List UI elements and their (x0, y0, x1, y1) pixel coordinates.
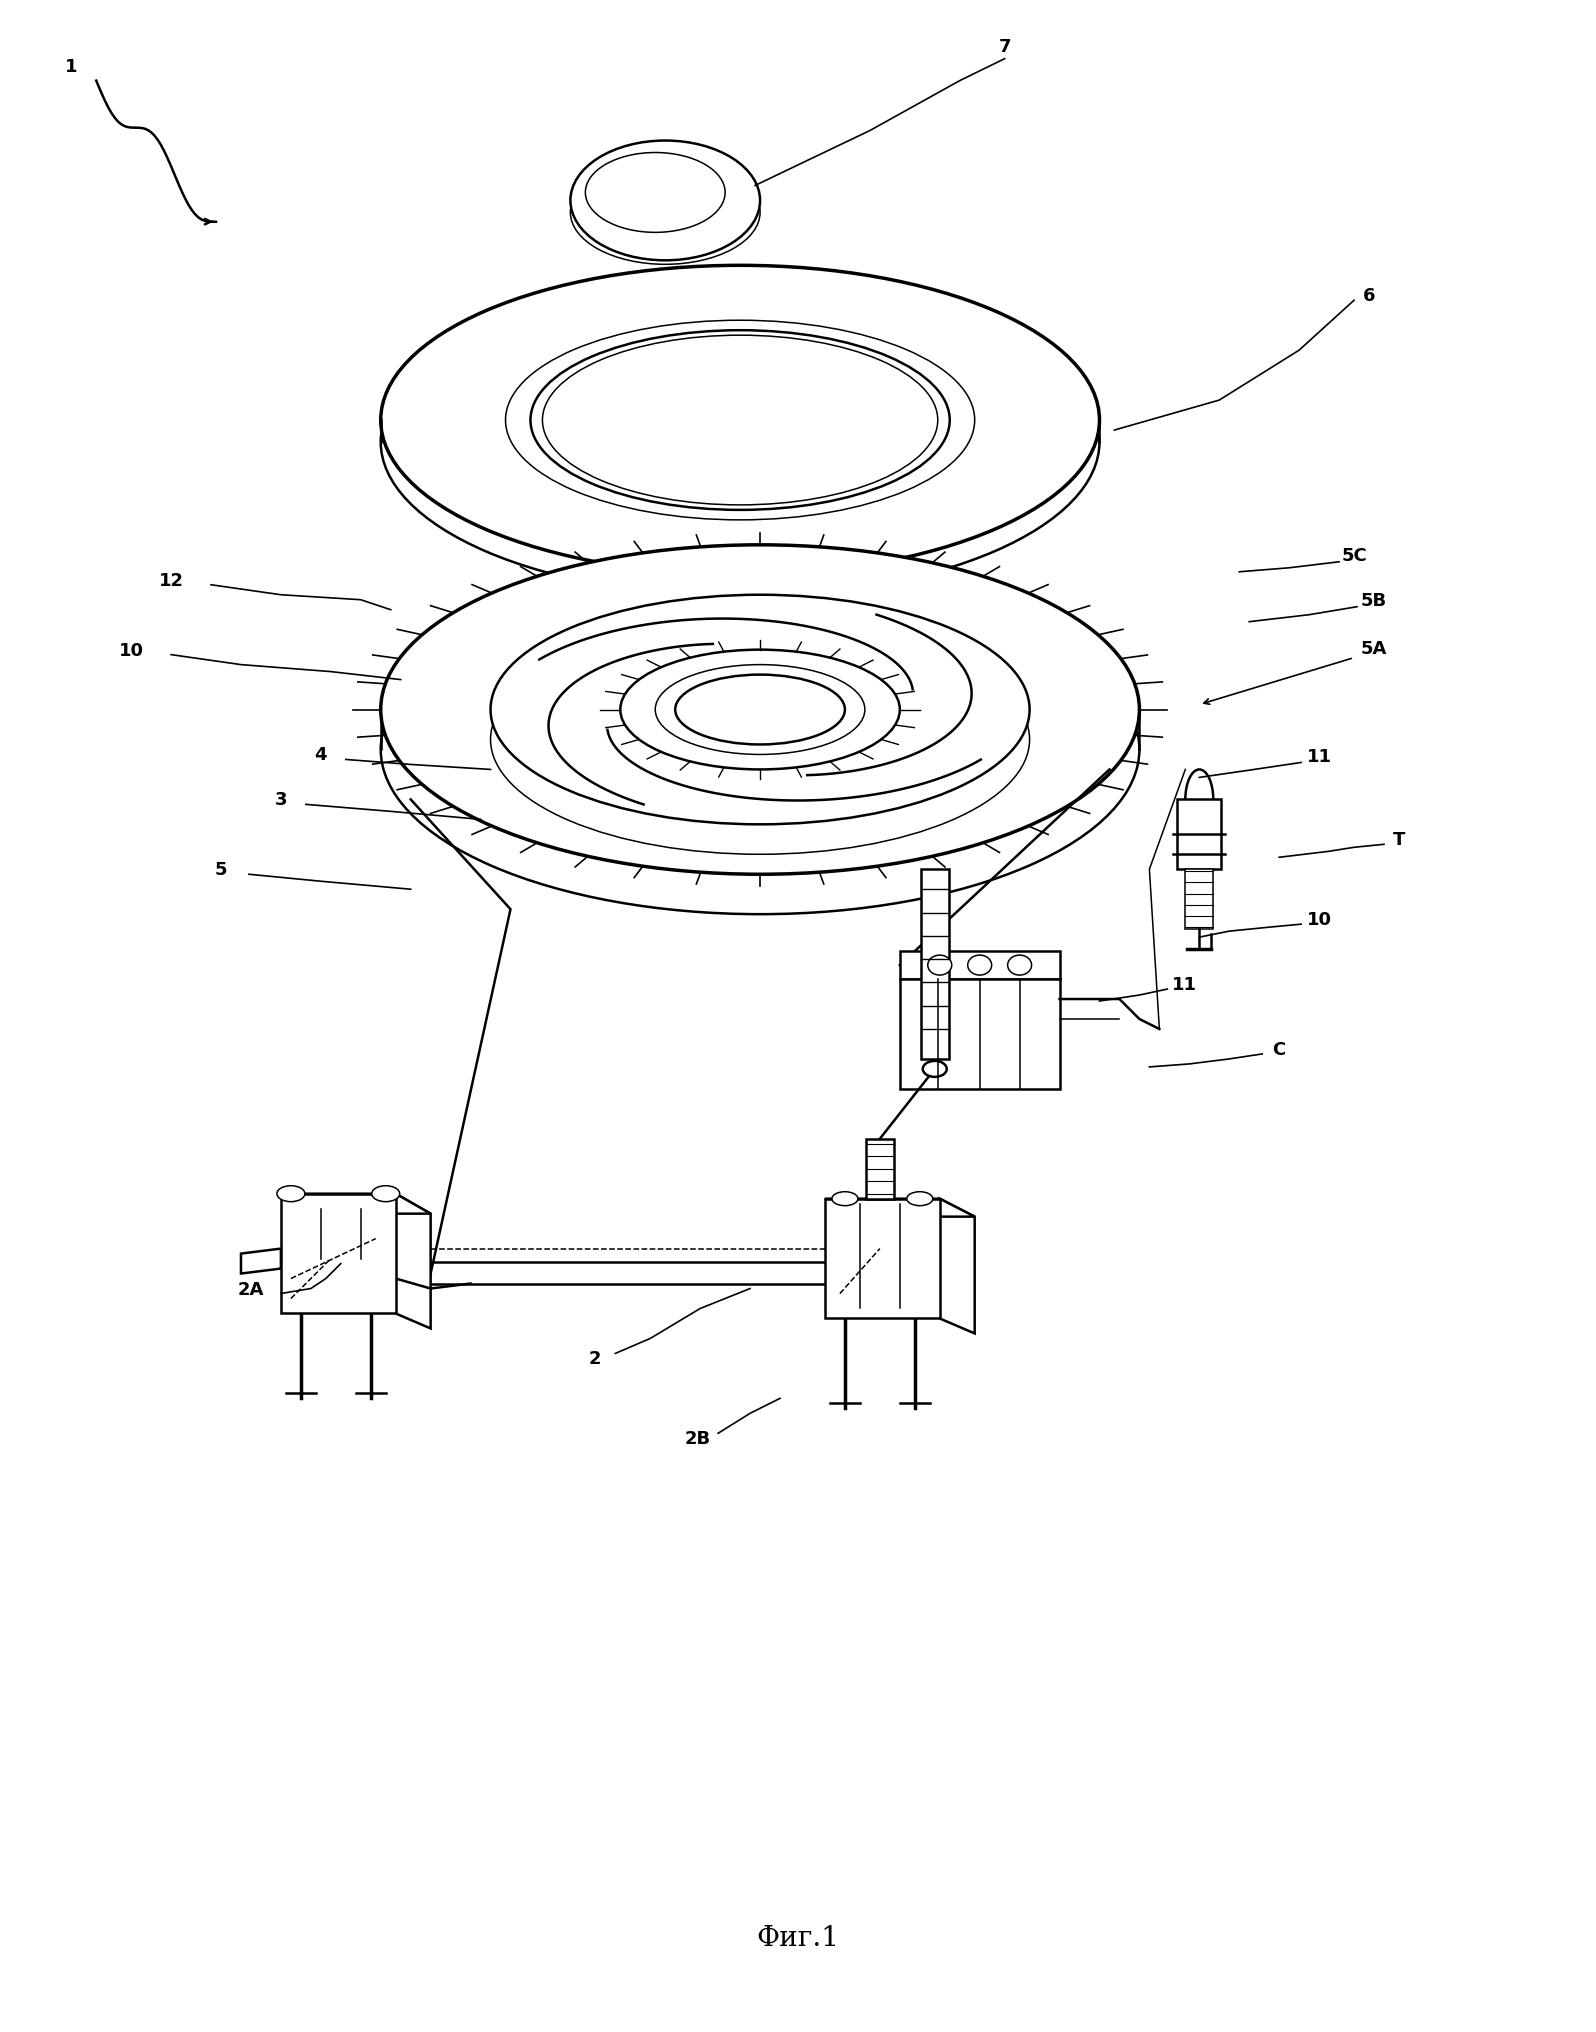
Bar (900, 951, 1060, 979)
Text: 2A: 2A (238, 1280, 265, 1298)
Bar (1178, 801, 1221, 870)
Ellipse shape (621, 650, 900, 770)
Ellipse shape (1186, 770, 1213, 829)
Ellipse shape (372, 1187, 399, 1203)
Text: 7: 7 (999, 39, 1010, 55)
Ellipse shape (922, 1061, 946, 1077)
Ellipse shape (381, 266, 1100, 575)
Ellipse shape (490, 595, 1029, 825)
Bar (1186, 870, 1213, 931)
Polygon shape (281, 1195, 431, 1213)
Text: 6: 6 (1363, 287, 1376, 305)
Polygon shape (825, 1199, 975, 1217)
Text: 3: 3 (275, 790, 287, 809)
Text: Фиг.1: Фиг.1 (757, 1924, 839, 1951)
Text: C: C (1272, 1040, 1286, 1059)
Text: 10: 10 (118, 642, 144, 658)
Ellipse shape (967, 955, 991, 975)
Polygon shape (825, 1199, 940, 1319)
Text: T: T (1393, 831, 1404, 849)
Bar (867, 1140, 894, 1199)
Text: 5A: 5A (1361, 640, 1387, 656)
Polygon shape (396, 1195, 431, 1329)
Ellipse shape (586, 154, 725, 234)
Polygon shape (281, 1195, 396, 1315)
Text: 1: 1 (65, 57, 78, 75)
Text: 12: 12 (158, 571, 184, 589)
Ellipse shape (570, 142, 760, 262)
Ellipse shape (530, 331, 950, 510)
Ellipse shape (1007, 955, 1031, 975)
Text: 10: 10 (1307, 910, 1331, 929)
Ellipse shape (381, 585, 1140, 914)
Text: 2B: 2B (685, 1431, 712, 1447)
Text: 5: 5 (215, 862, 227, 878)
Text: 11: 11 (1171, 975, 1197, 994)
Bar (921, 870, 948, 1059)
Text: 2: 2 (589, 1349, 602, 1368)
Bar (900, 979, 1060, 1089)
Text: 4: 4 (314, 746, 327, 764)
Text: 5C: 5C (1341, 547, 1366, 565)
Text: 5B: 5B (1361, 591, 1387, 610)
Polygon shape (241, 1250, 281, 1274)
Ellipse shape (832, 1193, 859, 1207)
Ellipse shape (907, 1193, 932, 1207)
Ellipse shape (543, 335, 938, 506)
Ellipse shape (927, 955, 951, 975)
Ellipse shape (381, 545, 1140, 876)
Ellipse shape (656, 664, 865, 756)
Ellipse shape (675, 675, 844, 746)
Polygon shape (940, 1199, 975, 1333)
Ellipse shape (278, 1187, 305, 1203)
Text: 11: 11 (1307, 748, 1331, 766)
